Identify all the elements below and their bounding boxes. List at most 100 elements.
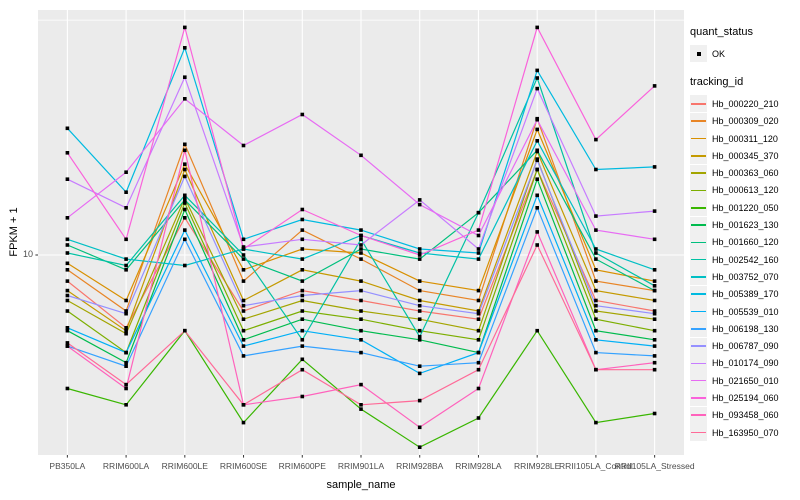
data-point-Hb_000345_370: [241, 298, 246, 303]
data-point-Hb_003752_070: [124, 257, 128, 261]
data-point-Hb_025194_060: [359, 233, 363, 238]
legend-item-label: Hb_000220_210: [712, 98, 779, 109]
point-markers-layer: [65, 25, 657, 449]
data-point-Hb_025194_060: [124, 237, 128, 242]
data-point-Hb_000309_020: [359, 257, 363, 261]
data-point-Hb_001220_050: [300, 357, 305, 362]
legend-item-ok: OK: [690, 45, 798, 63]
data-point-Hb_000363_060: [241, 317, 246, 321]
legend-item-label: OK: [712, 48, 726, 59]
data-point-Hb_005539_010: [183, 228, 187, 232]
legend-key-line-icon: [690, 354, 707, 372]
data-point-Hb_021650_010: [476, 233, 481, 238]
legend-key-line-icon: [690, 337, 707, 355]
data-point-Hb_005539_010: [417, 371, 422, 376]
data-point-Hb_005389_170: [535, 68, 539, 73]
legend-key-line-icon: [690, 199, 707, 217]
data-point-Hb_021650_010: [359, 153, 363, 158]
data-point-Hb_000345_370: [183, 167, 187, 172]
legend-item-Hb_000613_120: Hb_000613_120: [690, 181, 798, 199]
data-point-Hb_000363_060: [652, 317, 657, 321]
data-point-Hb_006787_090: [652, 311, 657, 316]
data-point-Hb_000311_120: [417, 279, 422, 283]
data-point-Hb_093458_060: [124, 386, 128, 391]
data-point-Hb_021650_010: [300, 112, 305, 117]
data-point-Hb_006198_130: [594, 350, 598, 355]
legend-item-label: Hb_000613_120: [712, 185, 779, 196]
data-point-Hb_001660_120: [594, 257, 598, 261]
data-point-Hb_001623_130: [359, 328, 363, 333]
data-point-Hb_006787_090: [417, 303, 422, 308]
data-point-Hb_000311_120: [535, 127, 539, 132]
legend: quant_status OK tracking_id Hb_000220_21…: [690, 26, 798, 442]
data-point-Hb_001623_130: [594, 328, 598, 333]
data-point-Hb_000309_020: [65, 268, 70, 272]
data-point-Hb_000363_060: [359, 309, 363, 313]
data-point-Hb_006787_090: [359, 288, 363, 293]
data-point-Hb_021650_010: [535, 117, 539, 122]
legend-item-Hb_010174_090: Hb_010174_090: [690, 354, 798, 372]
legend-item-label: Hb_001660_120: [712, 237, 779, 248]
data-point-Hb_001660_120: [535, 148, 539, 153]
data-point-Hb_002542_160: [183, 193, 187, 198]
data-point-Hb_021650_010: [652, 237, 657, 242]
legend-item-Hb_093458_060: Hb_093458_060: [690, 406, 798, 424]
data-point-Hb_000220_210: [359, 298, 363, 303]
data-point-Hb_002542_160: [652, 284, 657, 288]
data-point-Hb_000613_120: [594, 317, 598, 321]
data-point-Hb_163950_070: [359, 403, 363, 407]
data-point-Hb_000309_020: [417, 288, 422, 293]
data-point-Hb_006198_130: [183, 237, 187, 242]
legend-key-line-icon: [690, 372, 707, 390]
data-point-Hb_001660_120: [652, 288, 657, 293]
legend-item-label: Hb_093458_060: [712, 410, 779, 421]
data-point-Hb_000345_370: [476, 309, 481, 313]
x-tick-label: RRII105LA_Control: [559, 461, 633, 471]
data-point-Hb_001660_120: [241, 257, 246, 261]
legend-item-Hb_000345_370: Hb_000345_370: [690, 147, 798, 165]
x-tick-label: RRIM600SE: [219, 461, 268, 471]
legend-key-line-icon: [690, 268, 707, 286]
data-point-Hb_010174_090: [124, 206, 128, 210]
data-point-Hb_003752_070: [65, 237, 70, 242]
data-point-Hb_025194_060: [183, 25, 187, 30]
data-point-Hb_005389_170: [359, 228, 363, 232]
data-point-Hb_006198_130: [359, 350, 363, 355]
data-point-Hb_025194_060: [594, 137, 598, 142]
legend-item-label: Hb_003752_070: [712, 271, 779, 282]
data-point-Hb_000220_210: [124, 326, 128, 330]
legend-key-line-icon: [690, 164, 707, 182]
data-point-Hb_001623_130: [652, 338, 657, 342]
data-point-Hb_000345_370: [359, 279, 363, 283]
data-point-Hb_021650_010: [241, 143, 246, 148]
data-point-Hb_002542_160: [124, 263, 128, 268]
data-point-Hb_000345_370: [124, 328, 128, 333]
data-point-Hb_000220_210: [241, 309, 246, 313]
legend-title-quant-status: quant_status: [690, 26, 753, 38]
data-point-Hb_163950_070: [535, 243, 539, 247]
data-point-Hb_000309_020: [124, 309, 128, 313]
data-point-Hb_001660_120: [300, 279, 305, 283]
data-point-Hb_000220_210: [183, 216, 187, 220]
legend-title-tracking-id: tracking_id: [690, 76, 744, 89]
legend-item-Hb_163950_070: Hb_163950_070: [690, 424, 798, 442]
data-point-Hb_005389_170: [241, 237, 246, 242]
legend-tracking-list: Hb_000220_210 Hb_000309_020 Hb_000311_120 H…: [690, 95, 798, 442]
data-point-Hb_005539_010: [65, 326, 70, 330]
legend-key-line-icon: [690, 389, 707, 407]
data-point-Hb_021650_010: [417, 202, 422, 207]
legend-key-line-icon: [690, 112, 707, 130]
data-point-Hb_001220_050: [417, 445, 422, 449]
data-point-Hb_093458_060: [359, 382, 363, 387]
data-point-Hb_000220_210: [652, 309, 657, 313]
data-point-Hb_010174_090: [535, 86, 539, 91]
data-point-Hb_006198_130: [535, 206, 539, 210]
data-point-Hb_010174_090: [359, 243, 363, 247]
data-point-Hb_002542_160: [417, 334, 422, 339]
data-point-Hb_163950_070: [417, 398, 422, 403]
legend-item-Hb_003752_070: Hb_003752_070: [690, 268, 798, 286]
data-point-Hb_006198_130: [124, 364, 128, 368]
data-point-Hb_025194_060: [476, 228, 481, 232]
data-point-Hb_005389_170: [476, 251, 481, 255]
